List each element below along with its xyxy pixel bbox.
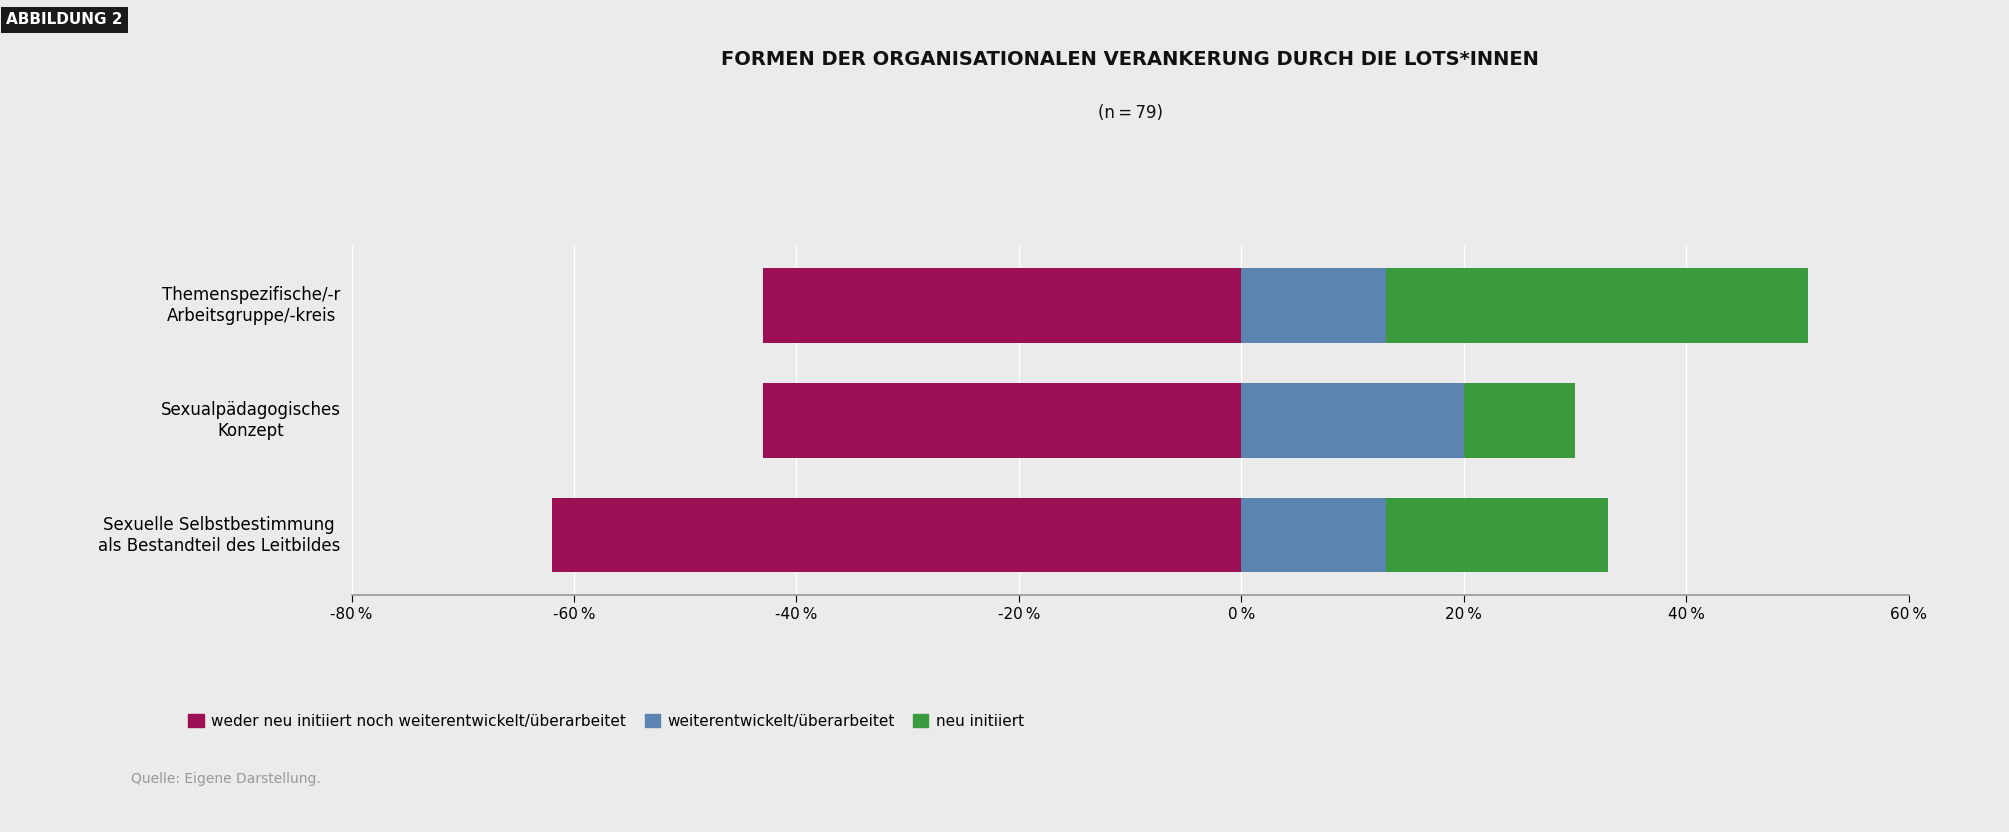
Bar	[1386, 268, 1808, 343]
Text: (n = 79): (n = 79)	[1097, 104, 1163, 122]
Bar	[1465, 383, 1575, 458]
Text: FORMEN DER ORGANISATIONALEN VERANKERUNG DURCH DIE LOTS*INNEN: FORMEN DER ORGANISATIONALEN VERANKERUNG …	[721, 50, 1539, 69]
Bar	[1242, 498, 1386, 572]
Bar	[552, 498, 1242, 572]
Bar	[1242, 383, 1465, 458]
Bar	[1386, 498, 1609, 572]
Bar	[1242, 268, 1386, 343]
Legend: weder neu initiiert noch weiterentwickelt/überarbeitet, weiterentwickelt/überarb: weder neu initiiert noch weiterentwickel…	[189, 714, 1025, 729]
Bar	[763, 268, 1242, 343]
Text: ABBILDUNG 2: ABBILDUNG 2	[6, 12, 123, 27]
Text: Quelle: Eigene Darstellung.: Quelle: Eigene Darstellung.	[131, 772, 319, 786]
Bar	[763, 383, 1242, 458]
